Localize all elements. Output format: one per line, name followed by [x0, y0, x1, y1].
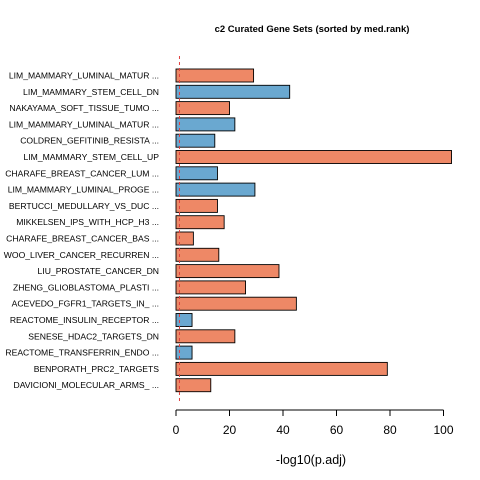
x-axis: 0 20 40 60 80 100	[173, 409, 454, 437]
bar	[175, 215, 225, 230]
category-label: CHARAFE_BREAST_CANCER_LUM ...	[5, 168, 159, 178]
bar	[175, 264, 280, 279]
category-label: LIM_MAMMARY_LUMINAL_MATUR ...	[9, 119, 159, 129]
category-label: BERTUCCI_MEDULLARY_VS_DUC ...	[9, 201, 159, 211]
bar	[175, 182, 256, 197]
category-label: COLDREN_GEFITINIB_RESISTA ...	[20, 136, 159, 146]
category-label: LIM_MAMMARY_LUMINAL_PROGE ...	[8, 185, 159, 195]
bar	[175, 198, 218, 213]
bar	[175, 361, 388, 376]
category-label: MIKKELSEN_IPS_WITH_HCP_H3 ...	[16, 217, 159, 227]
category-label: CHARAFE_BREAST_CANCER_BAS ...	[6, 234, 159, 244]
category-labels-group: LIM_MAMMARY_LUMINAL_MATUR ... LIM_MAMMARY…	[4, 71, 159, 391]
bar	[175, 231, 194, 246]
bar	[175, 296, 297, 311]
category-label: LIM_MAMMARY_STEM_CELL_UP	[24, 152, 160, 162]
category-label: LIM_MAMMARY_LUMINAL_MATUR ...	[9, 71, 159, 81]
x-tick-label: 40	[276, 423, 290, 437]
x-tick-label: 0	[173, 423, 180, 437]
bar	[175, 150, 452, 164]
x-tick-label: 80	[383, 423, 397, 437]
bar	[175, 329, 236, 344]
bar	[175, 313, 193, 327]
bar	[175, 68, 255, 83]
category-label: REACTOME_INSULIN_RECEPTOR ...	[10, 315, 159, 325]
bar	[175, 133, 216, 148]
category-label: ACEVEDO_FGFR1_TARGETS_IN_ ...	[12, 299, 159, 309]
x-axis-label: -log10(p.adj)	[276, 453, 346, 467]
bar	[175, 378, 212, 393]
category-label: LIM_MAMMARY_STEM_CELL_DN	[23, 87, 159, 97]
bars-group	[175, 56, 452, 402]
bar	[175, 101, 230, 116]
bar	[175, 166, 218, 181]
bar	[175, 84, 291, 99]
x-tick-label: 60	[330, 423, 344, 437]
category-label: REACTOME_TRANSFERRIN_ENDO ...	[5, 348, 159, 358]
category-label: LIU_PROSTATE_CANCER_DN	[38, 266, 159, 276]
bar	[175, 280, 247, 295]
chart-title: c2 Curated Gene Sets (sorted by med.rank…	[215, 24, 410, 35]
x-tick-label: 20	[223, 423, 237, 437]
bar	[175, 117, 236, 132]
bar	[175, 247, 220, 262]
category-label: DAVICIONI_MOLECULAR_ARMS_ ...	[14, 380, 160, 390]
category-label: WOO_LIVER_CANCER_RECURREN ...	[4, 250, 159, 260]
category-label: NAKAYAMA_SOFT_TISSUE_TUMO ...	[9, 103, 159, 113]
category-label: BENPORATH_PRC2_TARGETS	[34, 364, 160, 374]
x-tick-label: 100	[433, 423, 453, 437]
category-label: ZHENG_GLIOBLASTOMA_PLASTI ...	[13, 282, 159, 292]
bar	[175, 345, 193, 360]
category-label: SENESE_HDAC2_TARGETS_DN	[28, 331, 159, 341]
